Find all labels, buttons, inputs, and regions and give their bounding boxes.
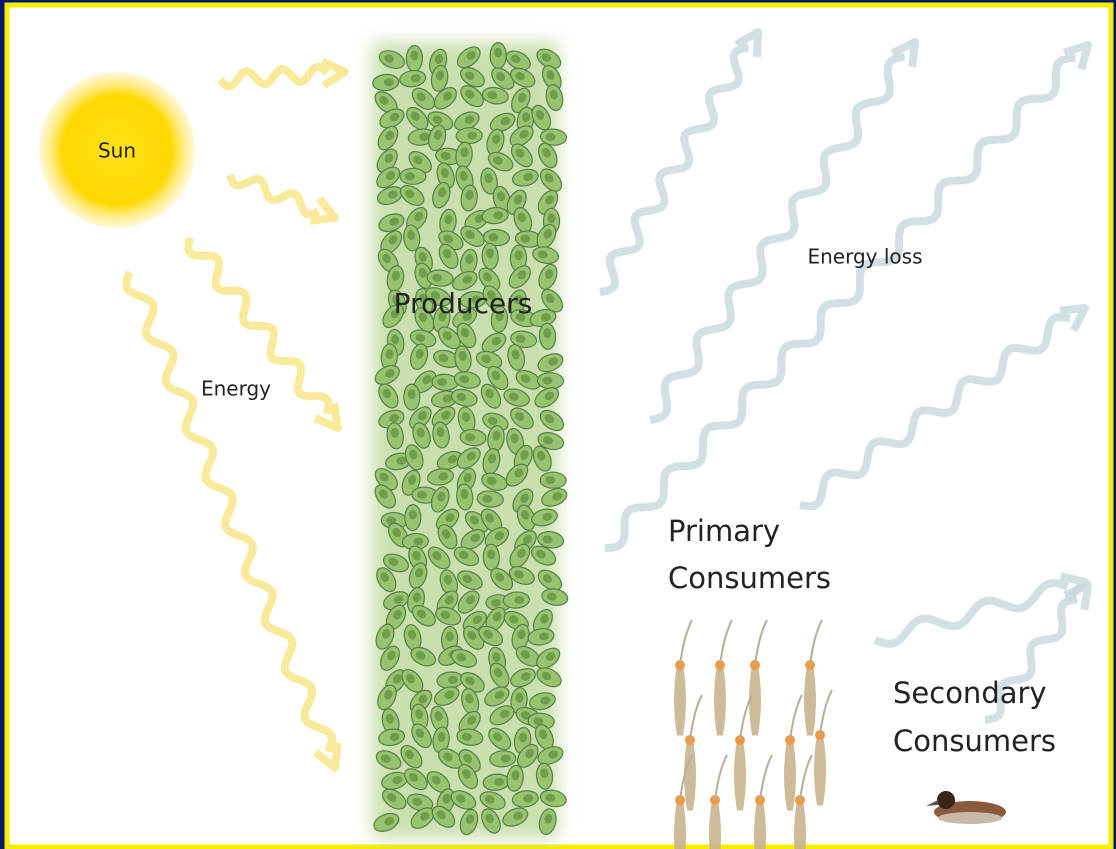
shrimp-body bbox=[752, 665, 758, 735]
cell bbox=[537, 372, 564, 389]
producers-label: Producers bbox=[394, 287, 533, 320]
shrimp-body bbox=[677, 800, 683, 849]
cell-core bbox=[494, 48, 502, 58]
cell bbox=[404, 384, 420, 410]
cell bbox=[456, 127, 483, 144]
shrimp-body bbox=[787, 740, 793, 810]
cell bbox=[483, 544, 500, 571]
shrimp-body bbox=[737, 740, 743, 810]
shrimp-body bbox=[797, 800, 803, 849]
diagram: Sun Energy Producers Energy loss Primary… bbox=[0, 0, 1116, 849]
primary-label: Primary bbox=[668, 514, 780, 548]
cell bbox=[490, 43, 506, 69]
cell-core bbox=[405, 172, 415, 180]
cell bbox=[540, 472, 566, 488]
cell bbox=[400, 168, 426, 184]
energy-loss-label: Energy loss bbox=[807, 245, 922, 269]
shrimp-body bbox=[717, 665, 723, 735]
shrimp-body bbox=[817, 735, 823, 805]
cell bbox=[405, 504, 421, 530]
shrimp-body bbox=[807, 665, 813, 735]
cell-core bbox=[548, 213, 556, 223]
energy-label: Energy bbox=[201, 377, 271, 401]
shrimp-body bbox=[757, 800, 763, 849]
secondary-label: Secondary bbox=[893, 676, 1047, 710]
shrimp-body bbox=[712, 800, 718, 849]
sun-label: Sun bbox=[98, 139, 136, 163]
primary-label: Consumers bbox=[668, 561, 831, 595]
page: Sun Energy Producers Energy loss Primary… bbox=[0, 0, 1116, 849]
secondary-label: Consumers bbox=[893, 724, 1056, 758]
shrimp-body bbox=[677, 665, 683, 735]
shrimp-body bbox=[687, 740, 693, 810]
cell bbox=[406, 45, 422, 71]
